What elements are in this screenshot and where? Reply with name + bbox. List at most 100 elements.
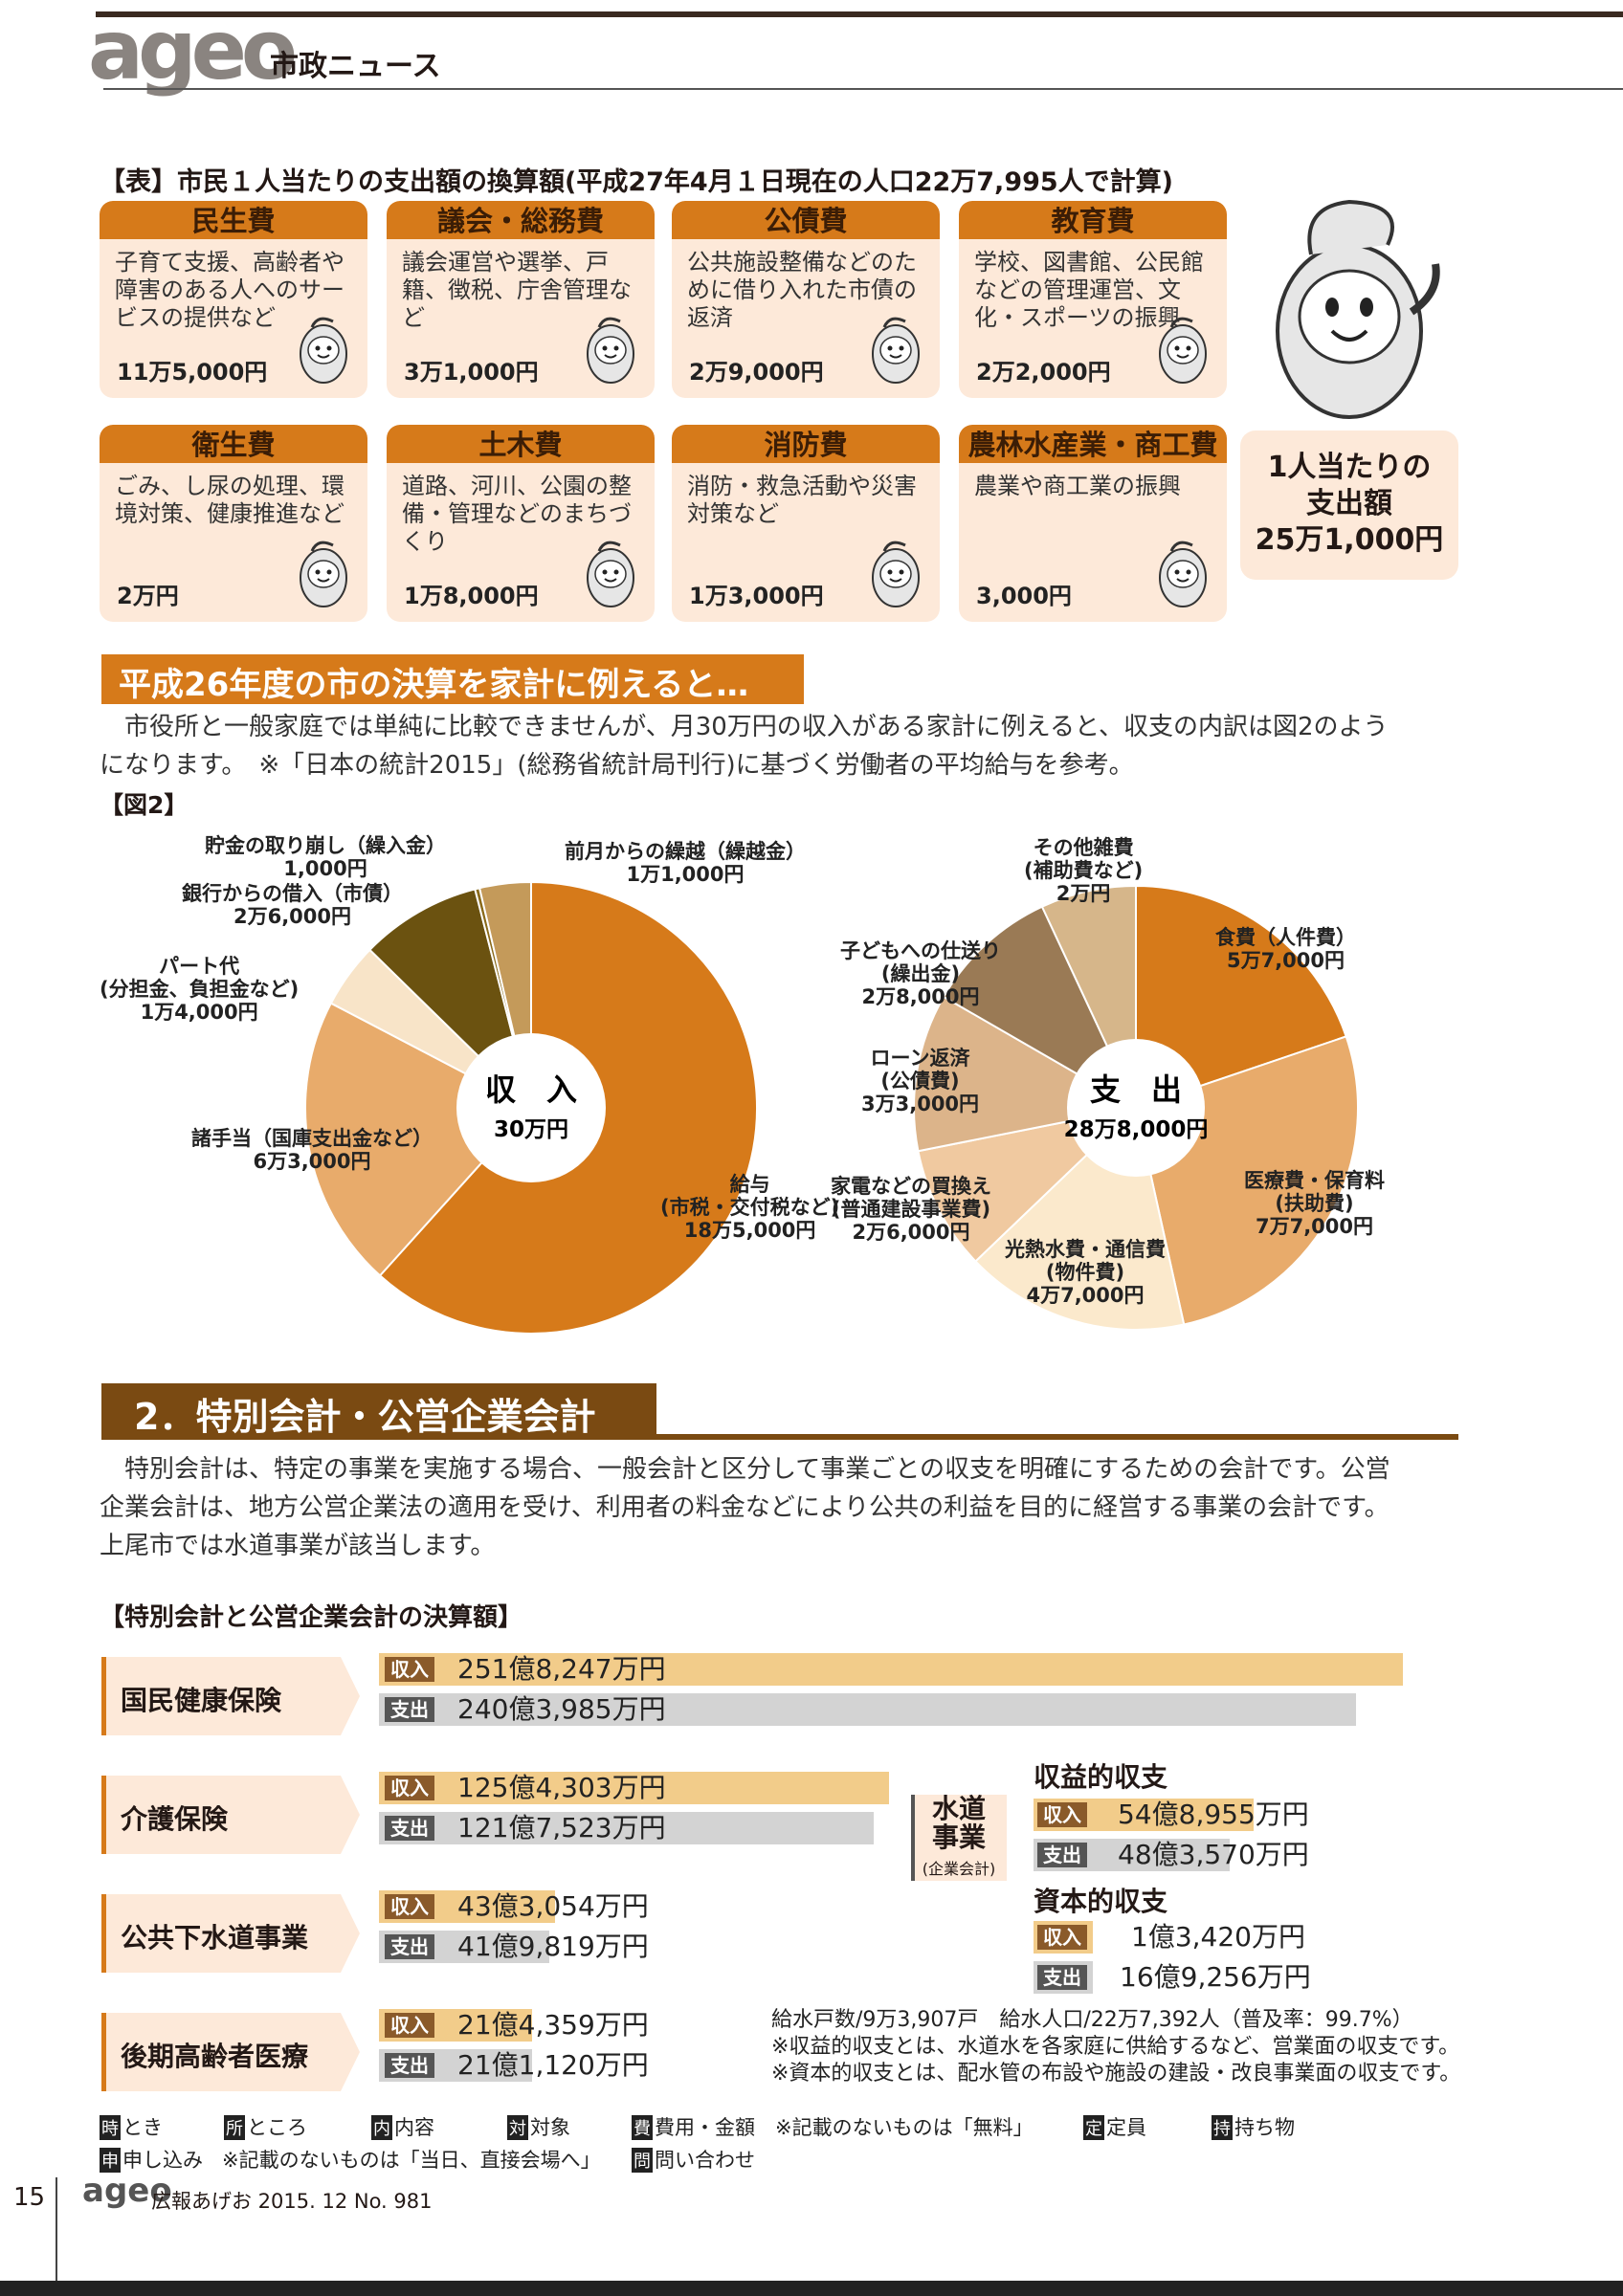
pie-slice-value: 5万7,000円 (1226, 949, 1345, 972)
pie-slice-name: パート代 (分担金、負担金など) (100, 955, 300, 1001)
pie-slice-name: その他雑費 (補助費など) (1024, 836, 1144, 882)
water-box (911, 1795, 1007, 1881)
pie-slice-name: ローン返済 (公債費) (870, 1047, 970, 1093)
pie-slice-name: 医療費・保育料 (扶助費) (1244, 1169, 1385, 1215)
total-amount: 25万1,000円 (1255, 523, 1444, 557)
section2-rule (101, 1434, 1458, 1440)
section2-heading-band (101, 1383, 656, 1437)
pie-slice-name: 諸手当（国庫支出金など） (191, 1127, 433, 1150)
pie-slice-label: 家電などの買換え (普通建設事業費) 2万6,000円 (831, 1175, 991, 1244)
legend-item: 時とき (100, 2112, 163, 2141)
account-name: 後期高齢者医療 (121, 2041, 309, 2072)
header-logo: ageo (88, 3, 298, 99)
pie-slice-label: 前月からの繰越（繰越金） 1万1,000円 (565, 840, 806, 886)
footer-divider (56, 2177, 57, 2281)
account-label-shape (101, 1894, 360, 1973)
water-name: 水道 事業 (911, 1795, 1007, 1852)
card-amount: 11万5,000円 (117, 359, 268, 386)
income-tag: 収入 (385, 1894, 434, 1919)
header-title: 市政ニュース (270, 50, 441, 83)
expense-card: 民生費 子育て支援、高齢者や障害のある人へのサービスの提供など 11万5,000円 (100, 201, 367, 398)
legend-item: 申申し込み (100, 2145, 203, 2174)
pie-slice (942, 905, 1139, 1111)
legend-key: 費 (632, 2115, 653, 2140)
legend-text: 内容 (394, 2116, 434, 2139)
water-cap-expense-tag: 支出 (1037, 1965, 1087, 1990)
footer-bar (0, 2281, 1623, 2296)
pie-slice-label: 銀行からの借入（市債） 2万6,000円 (182, 882, 403, 928)
income-pie: 収 入 30万円 (304, 880, 758, 1335)
pie-slice-label: 光熱水費・通信費 (物件費) 4万7,000円 (1005, 1238, 1166, 1307)
income-tag: 収入 (385, 1776, 434, 1800)
water-cap-income: 1億3,420万円 (1131, 1921, 1305, 1953)
legend-item: 所ところ (224, 2112, 307, 2141)
expense-pie: 支 出 28万8,000円 (913, 884, 1359, 1331)
expense-value: 41億9,819万円 (457, 1931, 649, 1962)
pie-slice-label: 貯金の取り崩し（繰入金） 1,000円 (205, 834, 446, 880)
mascot-icon (300, 541, 347, 607)
h26-heading-band (101, 654, 804, 704)
income-tag: 収入 (385, 1657, 434, 1682)
income-bar (379, 1772, 889, 1804)
accounts-title: 【特別会計と公営企業会計の決算額】 (100, 1603, 523, 1632)
pie-slice-value: 6万3,000円 (253, 1150, 371, 1173)
page-number: 15 (13, 2183, 46, 2212)
legend-text: 対象 (530, 2116, 570, 2139)
pie-center-value: 30万円 (494, 1117, 568, 1142)
water-sub: (企業会計) (922, 1860, 996, 1878)
h26-para-line1: 市役所と一般家庭では単純に比較できませんが、月30万円の収入がある家計に例えると… (100, 713, 1389, 741)
expense-value: 21億1,120万円 (457, 2049, 649, 2081)
account-label-shape (101, 2013, 360, 2091)
legend-item: 費費用・金額 (632, 2112, 755, 2141)
account-label: 国民健康保険 (101, 1657, 360, 1735)
card-description: 子育て支援、高齢者や障害のある人へのサービスの提供など (115, 249, 345, 331)
legend-text: 問い合わせ (655, 2149, 755, 2172)
pie-slice-name: 貯金の取り崩し（繰入金） (205, 834, 446, 857)
mascot-icon (300, 317, 347, 384)
legend-text: 持ち物 (1234, 2116, 1295, 2139)
h26-heading: 平成26年度の市の決算を家計に例えると… (119, 666, 749, 704)
pie-slice-value: 2万8,000円 (861, 985, 980, 1008)
card-amount: 1万8,000円 (404, 583, 539, 609)
account-name: 国民健康保険 (121, 1685, 282, 1716)
water-note-1: 給水戸数/9万3,907戸 給水人口/22万7,392人（普及率：99.7%） (771, 2008, 1413, 2032)
account-label: 介護保険 (101, 1776, 360, 1854)
expense-card: 公債費 公共施設整備などのために借り入れた市債の返済 2万9,000円 (672, 201, 940, 398)
legend-text: 定員 (1106, 2116, 1146, 2139)
income-tag: 収入 (385, 2013, 434, 2038)
water-note-3: ※資本的収支とは、配水管の布設や施設の建設・改良事業面の収支です。 (771, 2062, 1461, 2086)
pie-center (1067, 1039, 1205, 1177)
expense-card: 農林水産業・商工費 農業や商工業の振興 3,000円 (959, 425, 1227, 622)
water-rev-expense: 48億3,570万円 (1118, 1839, 1309, 1870)
card-title: 衛生費 (100, 425, 367, 463)
pie-slice-name: 光熱水費・通信費 (物件費) (1005, 1238, 1166, 1284)
water-cap-expense: 16億9,256万円 (1120, 1961, 1311, 1993)
mascot-icon (1159, 541, 1207, 607)
pie-center-label: 収 入 (485, 1071, 577, 1108)
pie-slice-value: 2万円 (1056, 882, 1111, 905)
legend-item: 持持ち物 (1212, 2112, 1295, 2141)
mascot-icon (587, 317, 634, 384)
card-title: 議会・総務費 (387, 201, 655, 239)
expense-card: 衛生費 ごみ、し尿の処理、環境対策、健康推進など 2万円 (100, 425, 367, 622)
card-description: 消防・救急活動や災害対策など (687, 473, 917, 527)
water-cap-title: 資本的収支 (1034, 1886, 1168, 1917)
legend-key: 対 (507, 2115, 528, 2140)
mascot-icon (872, 317, 920, 384)
card-amount: 3,000円 (976, 583, 1072, 609)
mascot-icon (872, 541, 920, 607)
legend-item: ※記載のないものは「当日、直接会場へ」 (222, 2145, 601, 2174)
water-rev-expense-tag: 支出 (1037, 1843, 1087, 1867)
account-name: 介護保険 (121, 1803, 229, 1835)
pie-slice-value: 4万7,000円 (1026, 1284, 1145, 1307)
income-bar (379, 1653, 1403, 1686)
total-line2: 支出額 (1306, 487, 1392, 520)
legend-key: 時 (100, 2115, 121, 2140)
pie-slice-value: 1万4,000円 (140, 1001, 258, 1024)
pie-center-value: 28万8,000円 (1064, 1117, 1209, 1142)
card-amount: 2万円 (117, 583, 179, 609)
legend-item: 対対象 (507, 2112, 570, 2141)
card-amount: 1万3,000円 (689, 583, 824, 609)
mascot-illustration (1276, 199, 1440, 419)
total-box: 1人当たりの 支出額 25万1,000円 (1240, 430, 1458, 580)
